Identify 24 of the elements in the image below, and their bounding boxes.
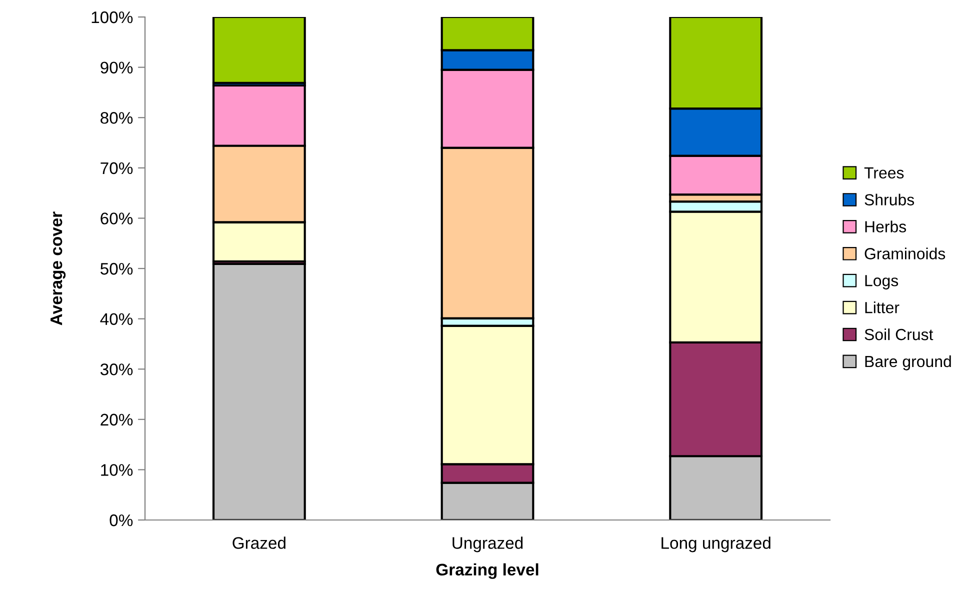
y-tick-label: 30% [100,364,133,376]
y-tick-label: 0% [110,514,133,526]
legend-label: Shrubs [864,194,914,206]
x-axis-title: Grazing level [436,563,538,579]
x-tick-label: Ungrazed [452,536,523,552]
legend-label: Litter [865,302,900,314]
y-tick-label: 60% [100,212,133,224]
x-tick-label: Grazed [232,536,286,549]
y-tick-label: 80% [100,112,133,124]
legend-label: Logs [865,275,898,290]
y-tick-label: 40% [100,313,133,326]
x-tick-label: Long ungrazed [662,536,770,552]
legend-label: Soil Crust [864,328,934,340]
y-tick-label: 50% [100,262,133,275]
legend-label: Herbs [865,220,906,232]
y-tick-label: 10% [101,464,133,476]
legend-label: Graminoids [864,248,946,260]
y-tick-label: 70% [100,162,133,174]
y-tick-label: 100% [92,11,133,24]
y-axis-title: Average cover [50,212,66,326]
y-tick-label: 90% [100,62,133,74]
legend-label: Bare ground [865,355,951,370]
legend-label: Trees [864,167,904,178]
y-tick-label: 20% [100,414,133,426]
